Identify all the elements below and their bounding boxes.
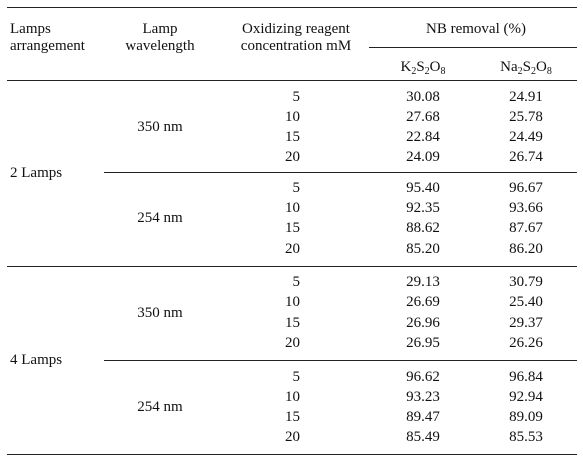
na2s2o8-value-cell: 93.66 — [509, 200, 543, 216]
k2s2o8-value-cell: 24.09 — [406, 149, 440, 165]
k2s2o8-value-cell: 96.62 — [406, 369, 440, 385]
header-lamp-wavelength: Lamp wavelength — [125, 21, 195, 54]
k2s2o8-value-cell: 27.68 — [406, 109, 440, 125]
k2s2o8-value-cell: 30.08 — [406, 89, 440, 105]
concentration-cell: 5 — [292, 89, 301, 105]
group-divider-rule — [7, 266, 577, 267]
header-bottom-rule — [7, 80, 577, 81]
na2s2o8-value-cell: 29.37 — [509, 315, 543, 331]
na2s2o8-value-cell: 24.49 — [509, 129, 543, 145]
k2s2o8-value-cell: 93.23 — [406, 389, 440, 405]
concentration-cell: 10 — [285, 389, 300, 405]
na2s2o8-value-cell: 26.26 — [509, 335, 543, 351]
concentration-cell: 15 — [285, 129, 300, 145]
header-nb-removal-rule — [369, 47, 577, 48]
wavelength-label: 254 nm — [137, 210, 183, 226]
k2s2o8-value-cell: 29.13 — [406, 274, 440, 290]
na2s2o8-value-cell: 89.09 — [509, 409, 543, 425]
na2s2o8-value-cell: 87.67 — [509, 220, 543, 236]
na2s2o8-value-cell: 86.20 — [509, 241, 543, 257]
header-nb-removal: NB removal (%) — [426, 21, 526, 37]
concentration-cell: 5 — [292, 369, 301, 385]
concentration-cell: 15 — [285, 220, 300, 236]
k2s2o8-value-cell: 26.96 — [406, 315, 440, 331]
k2s2o8-value-cell: 26.69 — [406, 294, 440, 310]
k2s2o8-value-cell: 26.95 — [406, 335, 440, 351]
concentration-cell: 10 — [285, 200, 300, 216]
concentration-cell: 20 — [285, 149, 300, 165]
header-na2s2o8: Na2S2O8 — [500, 59, 552, 77]
wavelength-label: 350 nm — [137, 305, 183, 321]
concentration-cell: 10 — [285, 294, 300, 310]
na2s2o8-value-cell: 85.53 — [509, 429, 543, 445]
na2s2o8-value-cell: 96.84 — [509, 369, 543, 385]
na2s2o8-value-cell: 25.40 — [509, 294, 543, 310]
concentration-cell: 5 — [292, 180, 301, 196]
na2s2o8-value-cell: 26.74 — [509, 149, 543, 165]
table-bottom-rule — [7, 454, 577, 455]
k2s2o8-value-cell: 88.62 — [406, 220, 440, 236]
concentration-cell: 10 — [285, 109, 300, 125]
wavelength-label: 254 nm — [137, 399, 183, 415]
k2s2o8-value-cell: 89.47 — [406, 409, 440, 425]
header-k2s2o8: K2S2O8 — [400, 59, 446, 77]
na2s2o8-value-cell: 30.79 — [509, 274, 543, 290]
k2s2o8-value-cell: 95.40 — [406, 180, 440, 196]
concentration-cell: 20 — [285, 429, 300, 445]
header-lamps-arrangement: Lamps arrangement — [10, 21, 85, 54]
k2s2o8-value-cell: 22.84 — [406, 129, 440, 145]
wavelength-label: 350 nm — [137, 119, 183, 135]
concentration-cell: 20 — [285, 241, 300, 257]
concentration-cell: 20 — [285, 335, 300, 351]
concentration-cell: 5 — [292, 274, 301, 290]
k2s2o8-value-cell: 85.49 — [406, 429, 440, 445]
na2s2o8-value-cell: 25.78 — [509, 109, 543, 125]
na2s2o8-value-cell: 92.94 — [509, 389, 543, 405]
table-top-rule — [7, 7, 577, 8]
arrangement-label: 2 Lamps — [10, 165, 63, 181]
header-oxidizing-concentration: Oxidizing reagent concentration mM — [240, 21, 352, 54]
block-divider-rule — [104, 172, 577, 173]
arrangement-label: 4 Lamps — [10, 352, 63, 368]
concentration-cell: 15 — [285, 315, 300, 331]
na2s2o8-value-cell: 96.67 — [509, 180, 543, 196]
na2s2o8-value-cell: 24.91 — [509, 89, 543, 105]
concentration-cell: 15 — [285, 409, 300, 425]
block-divider-rule — [104, 360, 577, 361]
k2s2o8-value-cell: 85.20 — [406, 241, 440, 257]
k2s2o8-value-cell: 92.35 — [406, 200, 440, 216]
